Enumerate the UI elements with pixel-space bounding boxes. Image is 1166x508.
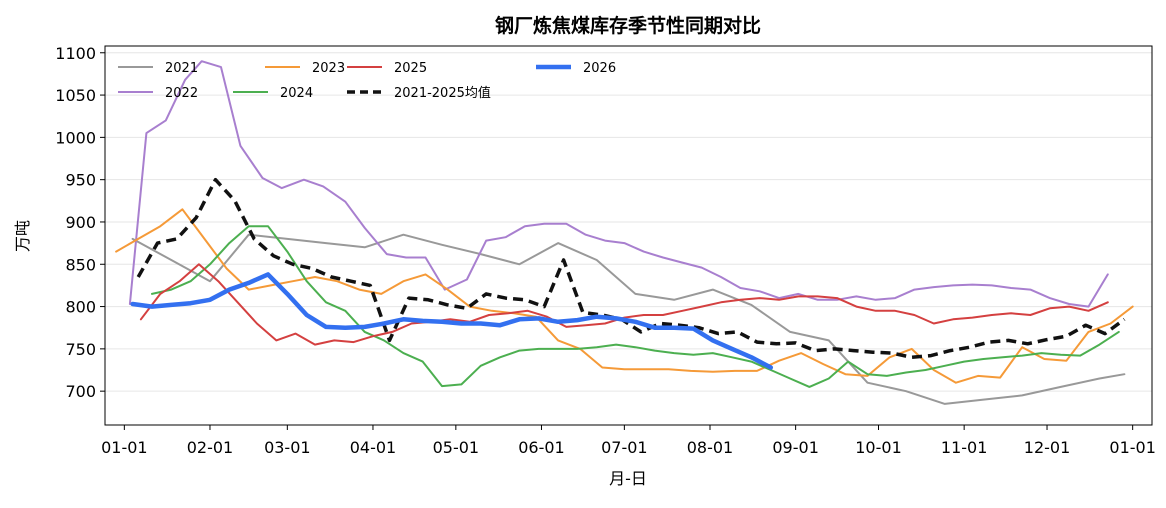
plot-frame bbox=[104, 45, 1153, 426]
x-tick-label: 09-01 bbox=[772, 438, 819, 457]
series-line-2021 bbox=[131, 233, 1126, 405]
x-tick-label: 01-01 bbox=[1109, 438, 1156, 457]
x-tick-label: 06-01 bbox=[518, 438, 565, 457]
legend-label: 2023 bbox=[312, 61, 345, 76]
y-tick-label: 950 bbox=[65, 171, 96, 190]
legend-label: 2024 bbox=[280, 86, 313, 101]
y-tick-label: 800 bbox=[65, 298, 96, 317]
x-tick-label: 03-01 bbox=[264, 438, 311, 457]
y-tick-label: 1000 bbox=[55, 128, 96, 147]
series-line-2023 bbox=[115, 208, 1134, 384]
y-tick-label: 850 bbox=[65, 255, 96, 274]
series-line-2026 bbox=[130, 272, 774, 370]
x-axis-label: 月-日 bbox=[609, 469, 647, 488]
series-line-2025 bbox=[139, 263, 1109, 346]
y-axis-label: 万吨 bbox=[13, 220, 32, 252]
y-axis: 700 750 800 850 900 950 1000 1050 1100 bbox=[55, 44, 105, 401]
y-tick-label: 700 bbox=[65, 382, 96, 401]
x-tick-label: 11-01 bbox=[941, 438, 988, 457]
x-tick-label: 04-01 bbox=[350, 438, 397, 457]
y-tick-label: 1050 bbox=[55, 86, 96, 105]
series-line-2024 bbox=[151, 225, 1120, 388]
legend-label: 2025 bbox=[394, 61, 427, 76]
y-tick-label: 1100 bbox=[55, 44, 96, 63]
x-axis: 01-01 02-01 03-01 04-01 05-01 06-01 07-01 08-01… bbox=[101, 425, 1156, 457]
legend-label: 2021 bbox=[165, 61, 198, 76]
x-tick-label: 01-01 bbox=[101, 438, 148, 457]
x-tick-label: 10-01 bbox=[855, 438, 902, 457]
y-tick-label: 900 bbox=[65, 213, 96, 232]
x-tick-label: 08-01 bbox=[687, 438, 734, 457]
legend-label: 2022 bbox=[165, 86, 198, 101]
x-tick-label: 05-01 bbox=[433, 438, 480, 457]
x-tick-label: 12-01 bbox=[1024, 438, 1071, 457]
grid bbox=[105, 52, 1152, 392]
x-tick-label: 07-01 bbox=[601, 438, 648, 457]
series-line-2022 bbox=[128, 60, 1109, 308]
legend-label: 2026 bbox=[583, 61, 616, 76]
x-tick-label: 02-01 bbox=[187, 438, 234, 457]
chart-title: 钢厂炼焦煤库存季节性同期对比 bbox=[495, 14, 761, 37]
legend: 2021 2022 2023 2024 2025 2021-2025均值 2026 bbox=[118, 61, 616, 101]
series-lines bbox=[115, 60, 1134, 405]
series-line-2021-2025均值 bbox=[136, 177, 1126, 360]
legend-label: 2021-2025均值 bbox=[394, 85, 491, 101]
y-tick-label: 750 bbox=[65, 340, 96, 359]
